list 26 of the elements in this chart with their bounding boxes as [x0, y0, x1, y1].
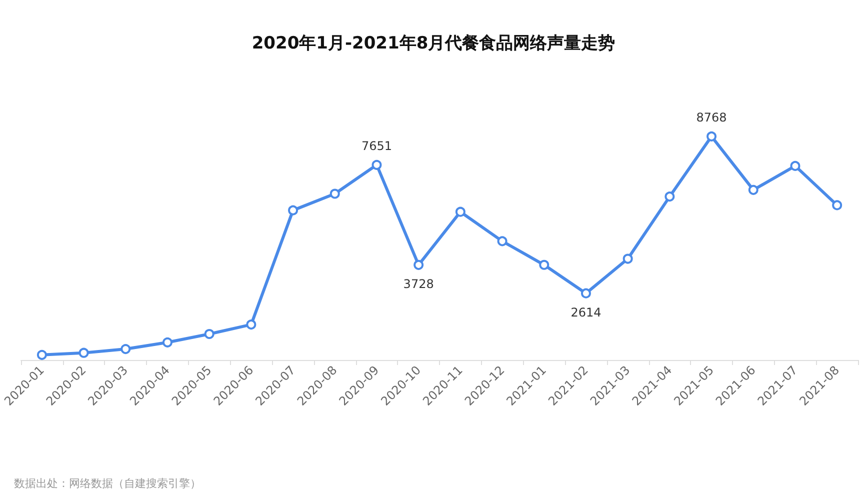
- point: [664, 192, 675, 202]
- point: [539, 260, 550, 270]
- point: [622, 254, 633, 264]
- point: [497, 236, 508, 246]
- data-label: 2614: [570, 305, 602, 320]
- point: [162, 337, 172, 348]
- point: [246, 320, 256, 330]
- point: [36, 350, 47, 360]
- text: 数据出处：网络数据（自建搜索引擎）: [14, 477, 201, 490]
- point: [120, 344, 131, 354]
- point: [414, 260, 424, 270]
- point: [78, 348, 89, 358]
- point: [748, 184, 758, 195]
- point: [204, 328, 214, 339]
- point: [706, 131, 717, 142]
- chart-title: 2020年1月-2021年8月代餐食品网络声量走势: [252, 34, 616, 54]
- data-label: 8768: [696, 110, 727, 124]
- point: [372, 160, 382, 170]
- point: [580, 288, 591, 298]
- point: [330, 188, 340, 199]
- point: [790, 160, 800, 171]
- point: [455, 206, 466, 217]
- data-label: 3728: [403, 276, 434, 291]
- point: [288, 205, 298, 216]
- point: [832, 200, 842, 210]
- data-label: 7651: [361, 138, 392, 153]
